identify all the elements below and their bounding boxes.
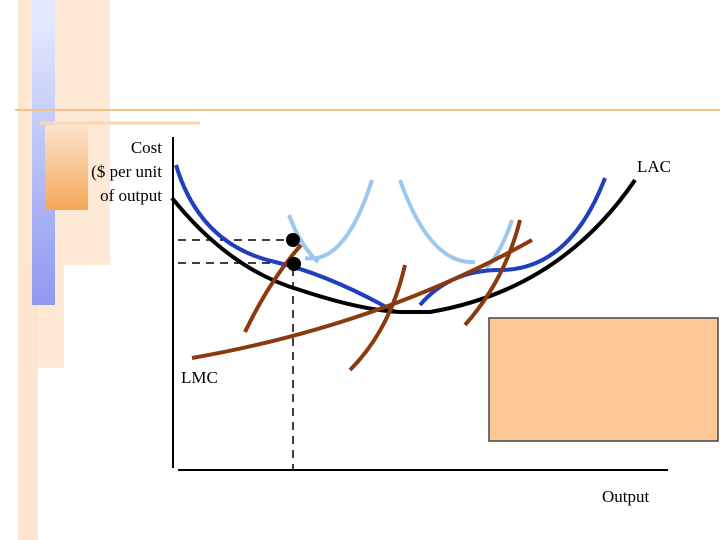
y-axis-label: of output	[100, 186, 162, 205]
mc-curves	[191, 219, 533, 372]
reference-lines	[178, 239, 294, 470]
point	[286, 233, 300, 247]
y-axis-label: Cost	[131, 138, 162, 157]
note-box	[488, 317, 719, 442]
x-axis-label: Output	[602, 487, 650, 506]
y-axis-label: ($ per unit	[91, 162, 162, 181]
lac-label: LAC	[637, 157, 671, 176]
decoration	[15, 0, 720, 540]
sac-curves	[174, 164, 607, 314]
point	[287, 257, 301, 271]
lmc-label: LMC	[181, 368, 218, 387]
lac-curve	[170, 178, 637, 314]
sac-curves-light	[287, 179, 514, 270]
